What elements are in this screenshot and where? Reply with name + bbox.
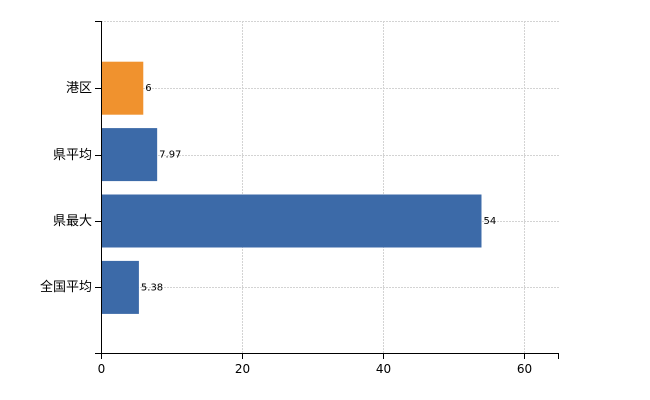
y-tick-label-3: 全国平均 [40, 279, 92, 295]
x-tick-label-3: 60 [517, 362, 532, 376]
data-label-1: 7.97 [159, 150, 181, 161]
bar-3 [101, 260, 139, 314]
data-label-2: 54 [483, 216, 496, 227]
y-tick-label-1: 県平均 [53, 148, 92, 163]
x-tick-label-0: 0 [98, 362, 106, 376]
bar-2 [101, 194, 482, 248]
bar-1 [101, 128, 158, 182]
x-tick-label-1: 20 [235, 362, 250, 376]
x-tick-label-2: 40 [376, 362, 391, 376]
bars [101, 61, 482, 314]
data-label-0: 6 [145, 83, 151, 94]
axes [95, 21, 559, 359]
data-label-3: 5.38 [141, 282, 163, 293]
bar-0 [101, 61, 144, 115]
grid [101, 21, 559, 353]
y-tick-label-0: 港区 [66, 81, 92, 96]
y-tick-label-2: 県最大 [53, 214, 92, 229]
